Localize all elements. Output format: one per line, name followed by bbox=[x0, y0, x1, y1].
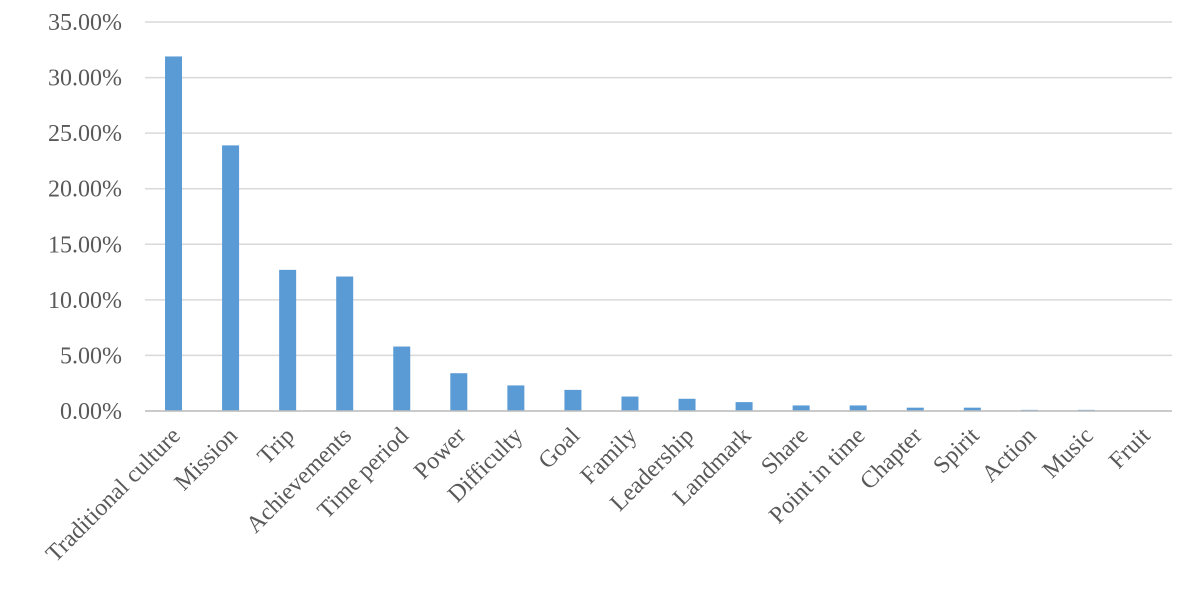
x-tick-label: Spirit bbox=[928, 423, 984, 479]
y-tick-label: 20.00% bbox=[48, 177, 122, 203]
bar bbox=[678, 398, 696, 411]
y-tick-label: 35.00% bbox=[48, 10, 122, 36]
x-tick-label: Music bbox=[1038, 423, 1099, 484]
bar bbox=[165, 56, 183, 411]
x-tick-label: Chapter bbox=[855, 423, 927, 495]
bar bbox=[507, 385, 525, 411]
bar bbox=[393, 346, 411, 411]
x-tick-label: Traditional culture bbox=[41, 423, 186, 568]
y-tick-label: 25.00% bbox=[48, 121, 122, 147]
y-tick-label: 5.00% bbox=[60, 343, 122, 369]
bar bbox=[849, 405, 867, 411]
bar bbox=[621, 396, 639, 411]
bar bbox=[450, 373, 468, 411]
x-tick-label: Mission bbox=[170, 423, 243, 496]
y-tick-label: 10.00% bbox=[48, 288, 122, 314]
bar bbox=[735, 402, 753, 411]
x-tick-label: Action bbox=[977, 423, 1042, 488]
bar bbox=[336, 276, 354, 411]
y-tick-label: 0.00% bbox=[60, 399, 122, 425]
bar bbox=[792, 405, 810, 411]
bar bbox=[222, 145, 240, 411]
y-tick-label: 30.00% bbox=[48, 66, 122, 92]
x-tick-label: Goal bbox=[534, 423, 586, 475]
x-tick-label: Trip bbox=[253, 423, 300, 470]
bar bbox=[564, 389, 582, 411]
bar bbox=[963, 407, 981, 411]
x-tick-label: Fruit bbox=[1104, 423, 1156, 475]
bar bbox=[279, 269, 297, 411]
y-tick-label: 15.00% bbox=[48, 232, 122, 258]
bar bbox=[906, 407, 924, 411]
